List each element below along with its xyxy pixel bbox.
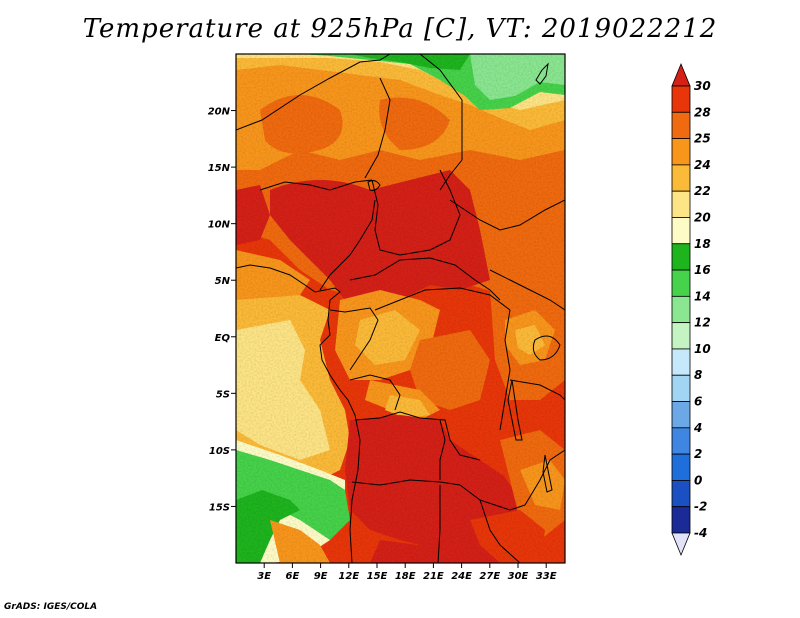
border-tanzania xyxy=(509,379,565,401)
lon-tick-label: 24E xyxy=(451,571,472,582)
field-texture xyxy=(236,54,565,563)
lon-tick-label: 33E xyxy=(536,571,557,582)
lon-tick-label: 30E xyxy=(508,571,529,582)
map-frame xyxy=(235,53,566,564)
border-egypt-sudan xyxy=(439,100,463,191)
lat-tick-label: 15N xyxy=(208,163,231,174)
lon-tick-label: 27E xyxy=(479,571,500,582)
temperature-field xyxy=(236,54,565,563)
lake-victoria xyxy=(532,335,561,361)
colorbar-label: 12 xyxy=(694,316,711,330)
colorbar-label: 24 xyxy=(694,158,711,172)
colorbar-label: 22 xyxy=(694,184,711,198)
lon-tick-label: 21E xyxy=(423,571,444,582)
border-sudan-south-sudan xyxy=(449,199,565,231)
colorbar-label: 0 xyxy=(694,473,702,487)
lake-malawi xyxy=(542,454,553,493)
lake-chad xyxy=(367,180,381,191)
border-namibia-botswana xyxy=(437,485,441,563)
border-angola-drc xyxy=(354,411,481,461)
colorbar-top-arrow xyxy=(671,62,691,87)
chart-title: Temperature at 925hPa [C], VT: 201902221… xyxy=(82,14,718,44)
border-drc-west xyxy=(349,374,401,411)
colorbar-label: 4 xyxy=(693,421,702,435)
border-zambia-zimbabwe xyxy=(459,484,526,511)
colorbar-swatch xyxy=(671,85,691,113)
colorbar-swatch xyxy=(671,322,691,350)
lat-tick-label: 5S xyxy=(216,389,230,400)
colorbar-swatch xyxy=(671,453,691,481)
colorbar-label: 6 xyxy=(694,395,702,409)
lake-tanganyika xyxy=(507,379,523,441)
colorbar-bottom-arrow xyxy=(671,532,691,557)
border-drc-north xyxy=(374,287,511,311)
nile-delta-coast xyxy=(535,62,549,85)
colorbar-swatch xyxy=(671,190,691,218)
lat-tick-label: 10S xyxy=(209,446,230,457)
lat-tick-label: 5N xyxy=(215,276,231,287)
colorbar-swatch xyxy=(671,138,691,166)
colorbar-swatch xyxy=(671,374,691,402)
border-libya-niger xyxy=(364,77,391,179)
latitude-axis: 20N 15N 10N 5N EQ 5S 10S 15S xyxy=(208,107,236,513)
colorbar-swatch xyxy=(671,427,691,455)
colorbar-label: 8 xyxy=(694,368,702,382)
border-angola-zambia xyxy=(439,419,446,480)
border-south-sudan-east xyxy=(489,269,565,311)
colorbar-label: 10 xyxy=(694,342,711,356)
lon-tick-label: 6E xyxy=(286,571,300,582)
border-libya-algeria xyxy=(236,54,391,131)
colorbar-swatch xyxy=(671,269,691,297)
border-mozambique xyxy=(524,449,565,506)
border-car xyxy=(349,257,501,301)
border-botswana-zimbabwe xyxy=(479,499,521,563)
border-niger-nigeria xyxy=(259,179,373,191)
colorbar-label: 2 xyxy=(694,447,702,461)
border-angola-namibia xyxy=(351,479,461,486)
country-borders xyxy=(236,54,565,563)
colorbar-label: 14 xyxy=(694,289,711,303)
grads-credit: GrADS: IGES/COLA xyxy=(4,602,98,612)
colorbar-label: 16 xyxy=(694,263,711,277)
border-chad xyxy=(371,169,461,256)
lat-tick-label: 15S xyxy=(209,502,230,513)
border-drc-east xyxy=(499,309,511,431)
colorbar-swatch xyxy=(671,506,691,534)
colorbar-swatch xyxy=(671,295,691,324)
colorbar-swatch xyxy=(671,164,691,192)
colorbar-swatch xyxy=(671,348,691,376)
lat-tick-label: 20N xyxy=(208,107,231,118)
lon-tick-label: 9E xyxy=(314,571,328,582)
border-nigeria-cameroon xyxy=(319,199,376,291)
colorbar-swatch xyxy=(671,111,691,139)
lon-tick-label: 15E xyxy=(367,571,388,582)
colorbar-label: 18 xyxy=(694,237,711,251)
colorbar-swatch xyxy=(671,480,691,508)
colorbar-label: 25 xyxy=(694,132,711,146)
colorbar-label: 30 xyxy=(694,79,711,93)
colorbar-label: -4 xyxy=(694,526,707,540)
colorbar-label: 20 xyxy=(694,210,711,224)
border-congo-gabon xyxy=(329,307,379,371)
lat-tick-label: EQ xyxy=(215,333,231,344)
colorbar-swatch xyxy=(671,243,691,271)
lon-tick-label: 12E xyxy=(338,571,359,582)
lon-tick-label: 3E xyxy=(257,571,271,582)
lon-tick-label: 18E xyxy=(395,571,416,582)
colorbar-swatch xyxy=(671,217,691,245)
border-libya-egypt xyxy=(419,54,463,101)
coastline-west-africa xyxy=(236,264,361,563)
lat-tick-label: 10N xyxy=(208,220,231,231)
colorbar-label: 28 xyxy=(694,105,711,119)
colorbar-swatch xyxy=(671,401,691,429)
colorbar-label: -2 xyxy=(694,500,707,514)
longitude-axis: 3E 6E 9E 12E 15E 18E 21E 24E 27E 30E 33E xyxy=(257,563,557,582)
